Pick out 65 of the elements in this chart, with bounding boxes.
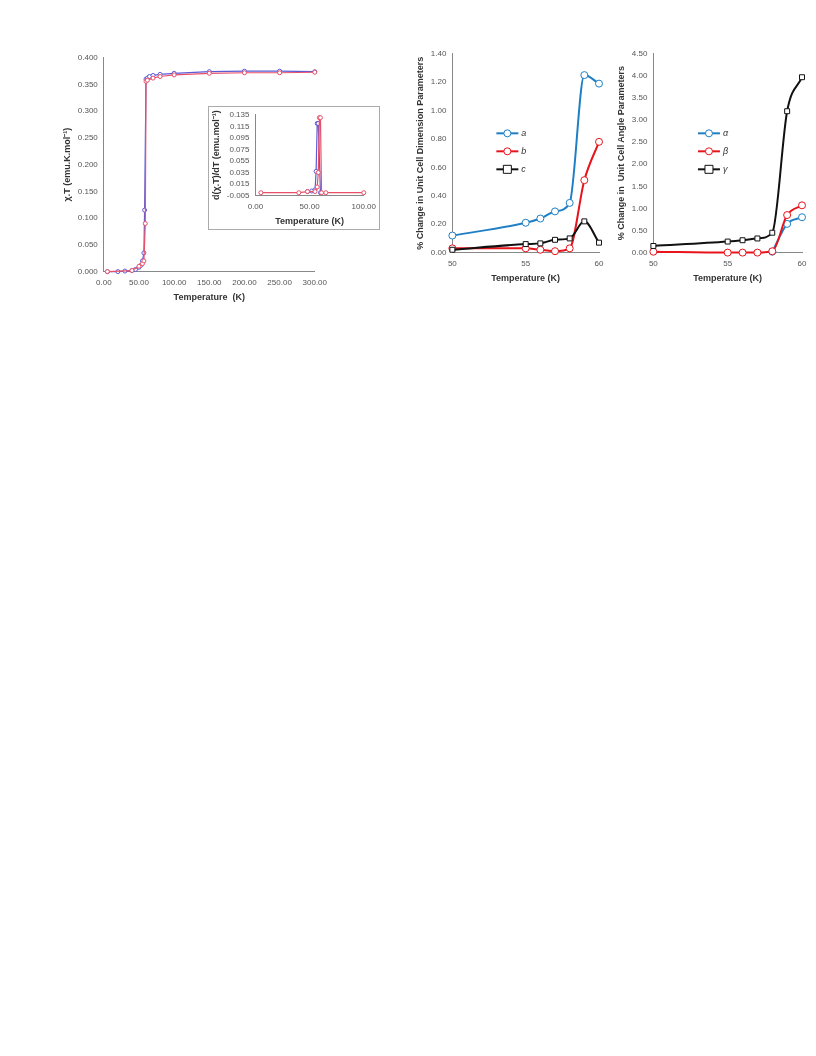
y-tick-label: 0.300 — [77, 106, 99, 116]
y-tick-label: 1.00 — [430, 105, 447, 115]
legend-label: β — [721, 145, 729, 156]
legend-label: α — [722, 127, 729, 138]
y-axis-title: % Change in Unit Cell Dimension Parameters — [414, 56, 425, 250]
x-tick-label: 50 — [447, 258, 458, 268]
y-tick-label: 1.20 — [430, 77, 447, 87]
y-tick-label: 3.50 — [631, 93, 648, 103]
y-axis-title: χ.T (emu.K.mol⁻¹) — [61, 127, 72, 202]
x-tick-label: 50.00 — [128, 277, 150, 287]
y-tick-label: 0.40 — [430, 191, 447, 200]
y-tick-label: 0.135 — [229, 110, 251, 119]
y-axis-title: d(χ.T)/dT (emu.mol⁻¹) — [210, 110, 221, 201]
y-tick-label: 0.015 — [229, 179, 251, 189]
y-tick-label: 3.00 — [631, 115, 648, 125]
y-tick-label: 0.075 — [229, 144, 251, 154]
y-tick-label: 1.50 — [631, 181, 648, 191]
y-tick-label: 0.250 — [77, 133, 99, 143]
x-axis-title: Temperature (K) — [491, 273, 561, 284]
y-tick-label: 0.60 — [430, 162, 447, 172]
y-tick-label: 0.400 — [77, 53, 99, 62]
y-tick-label: 0.035 — [229, 167, 251, 177]
y-tick-label: 1.40 — [430, 49, 447, 58]
x-tick-label: 150.00 — [197, 277, 223, 287]
x-axis-title: Temperature (K) — [275, 216, 345, 227]
x-tick-label: 0.00 — [247, 201, 264, 211]
y-tick-label: 2.00 — [631, 159, 648, 169]
y-tick-label: 0.115 — [230, 121, 251, 131]
x-tick-label: 50 — [648, 258, 659, 268]
legend-label: γ — [722, 163, 728, 174]
y-tick-label: 0.20 — [430, 219, 447, 229]
x-tick-label: 100.00 — [161, 277, 187, 287]
y-tick-label: 2.50 — [631, 137, 648, 147]
y-tick-label: 0.00 — [631, 247, 648, 257]
y-tick-label: 4.50 — [631, 49, 648, 58]
y-tick-label: 0.050 — [77, 240, 99, 250]
y-axis-title: % Change in Unit Cell Angle Parameters — [615, 66, 626, 241]
legend-label: a — [521, 127, 527, 138]
y-tick-label: 1.00 — [631, 203, 648, 213]
x-tick-label: 50.00 — [299, 201, 321, 211]
x-axis-title: Temperature (K) — [173, 292, 245, 303]
y-tick-label: 0.000 — [77, 266, 99, 276]
y-tick-label: -0.005 — [226, 190, 251, 200]
y-tick-label: 0.150 — [77, 186, 99, 196]
legend-label: c — [521, 163, 527, 174]
y-tick-label: 0.50 — [631, 225, 648, 235]
x-tick-label: 250.00 — [267, 277, 293, 287]
x-tick-label: 0.00 — [96, 277, 113, 287]
x-axis-title: Temperature (K) — [693, 273, 763, 284]
y-tick-label: 0.100 — [77, 213, 99, 223]
y-tick-label: 0.00 — [430, 247, 447, 257]
x-tick-label: 55 — [723, 258, 733, 268]
y-tick-label: 0.055 — [229, 156, 251, 166]
x-tick-label: 60 — [594, 258, 604, 268]
y-tick-label: 4.00 — [631, 71, 648, 81]
legend-label: b — [521, 145, 527, 156]
y-tick-label: 0.350 — [77, 79, 99, 89]
x-tick-label: 100.00 — [351, 201, 377, 211]
x-tick-label: 60 — [797, 258, 807, 268]
y-tick-label: 0.095 — [229, 133, 251, 143]
y-tick-label: 0.80 — [430, 134, 447, 144]
y-tick-label: 0.200 — [77, 159, 99, 169]
x-tick-label: 300.00 — [302, 277, 328, 287]
x-tick-label: 55 — [521, 258, 531, 268]
x-tick-label: 200.00 — [232, 277, 258, 287]
